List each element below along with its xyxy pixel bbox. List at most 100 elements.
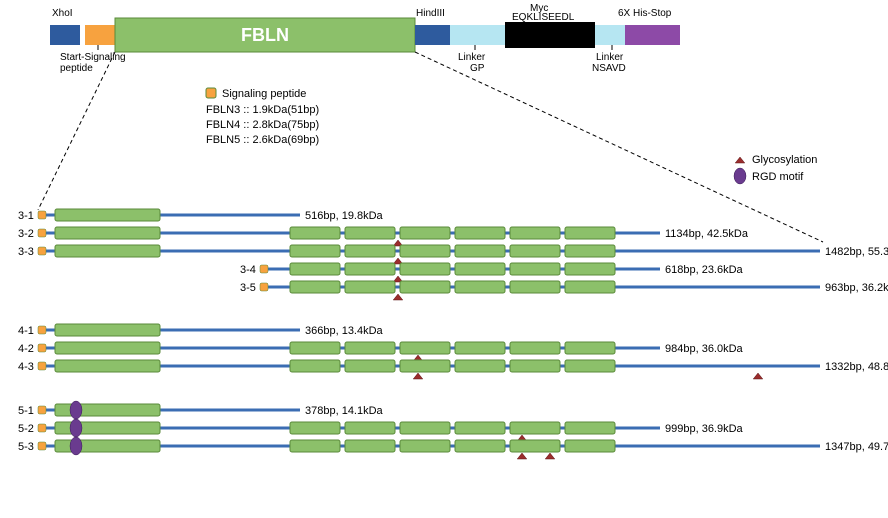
domain-box (55, 209, 160, 221)
svg-text:1347bp, 49.7kDa: 1347bp, 49.7kDa (825, 441, 888, 453)
svg-text:366bp, 13.4kDa: 366bp, 13.4kDa (305, 325, 384, 337)
svg-text:6X His-Stop: 6X His-Stop (618, 8, 672, 19)
domain-box (400, 263, 450, 275)
svg-text:5-3: 5-3 (18, 441, 34, 453)
linker1-block (450, 25, 505, 45)
domain-box (400, 227, 450, 239)
domain-box (400, 245, 450, 257)
svg-text:Signaling peptide: Signaling peptide (222, 88, 306, 100)
sp-marker (260, 283, 268, 291)
svg-text:Linker: Linker (596, 52, 624, 63)
domain-box (510, 281, 560, 293)
domain-box (345, 440, 395, 452)
domain-box (345, 422, 395, 434)
domain-box (290, 263, 340, 275)
domain-box (345, 263, 395, 275)
svg-text:5-1: 5-1 (18, 405, 34, 417)
xhoI-block (50, 25, 80, 45)
domain-box (565, 342, 615, 354)
domain-box (400, 422, 450, 434)
svg-text:999bp, 36.9kDa: 999bp, 36.9kDa (665, 423, 744, 435)
domain-box (290, 440, 340, 452)
domain-box (565, 281, 615, 293)
domain-box (290, 281, 340, 293)
domain-box (345, 342, 395, 354)
sp-marker (38, 344, 46, 352)
domain-box (290, 227, 340, 239)
glycosylation-marker (517, 453, 527, 459)
svg-text:3-1: 3-1 (18, 210, 34, 222)
sp-marker (38, 362, 46, 370)
domain-box (510, 227, 560, 239)
domain-box (400, 342, 450, 354)
domain-box (455, 422, 505, 434)
domain-box (55, 342, 160, 354)
sp-marker (38, 229, 46, 237)
domain-box (400, 281, 450, 293)
svg-text:FBLN5 :: 2.6kDa(69bp): FBLN5 :: 2.6kDa(69bp) (206, 134, 319, 146)
svg-text:3-4: 3-4 (240, 264, 256, 276)
domain-box (290, 422, 340, 434)
sp-marker (38, 211, 46, 219)
hindIII-block (415, 25, 450, 45)
svg-text:963bp, 36.2kDa: 963bp, 36.2kDa (825, 282, 888, 294)
domain-box (510, 440, 560, 452)
rgd-motif-marker (70, 401, 82, 419)
svg-text:3-3: 3-3 (18, 246, 34, 258)
domain-box (400, 360, 450, 372)
svg-text:FBLN3 :: 1.9kDa(51bp): FBLN3 :: 1.9kDa(51bp) (206, 104, 319, 116)
domain-box (55, 227, 160, 239)
domain-box (455, 263, 505, 275)
svg-text:Glycosylation: Glycosylation (752, 154, 817, 166)
svg-text:4-2: 4-2 (18, 343, 34, 355)
domain-box (290, 360, 340, 372)
sp-marker (38, 247, 46, 255)
domain-box (55, 360, 160, 372)
svg-text:RGD motif: RGD motif (752, 171, 804, 183)
svg-text:516bp, 19.8kDa: 516bp, 19.8kDa (305, 210, 384, 222)
svg-text:378bp, 14.1kDa: 378bp, 14.1kDa (305, 405, 384, 417)
svg-text:Start-Signaling: Start-Signaling (60, 52, 126, 63)
linker2-block (595, 25, 625, 45)
svg-text:EQKLISEEDL: EQKLISEEDL (512, 12, 575, 23)
sp-marker (38, 326, 46, 334)
svg-text:GP: GP (470, 63, 485, 74)
domain-box (510, 360, 560, 372)
rgd-motif-marker (70, 419, 82, 437)
rgd-motif-marker (734, 168, 746, 184)
svg-text:HindIII: HindIII (416, 8, 445, 19)
fbln-label: FBLN (241, 25, 289, 45)
svg-text:XhoI: XhoI (52, 8, 73, 19)
domain-box (510, 342, 560, 354)
domain-box (455, 281, 505, 293)
glycosylation-marker (413, 373, 423, 379)
sp-block (85, 25, 115, 45)
domain-box (510, 422, 560, 434)
domain-box (455, 227, 505, 239)
svg-text:3-2: 3-2 (18, 228, 34, 240)
svg-text:618bp, 23.6kDa: 618bp, 23.6kDa (665, 264, 744, 276)
svg-text:1482bp, 55.3kDa: 1482bp, 55.3kDa (825, 246, 888, 258)
domain-box (345, 245, 395, 257)
domain-box (345, 360, 395, 372)
domain-box (455, 342, 505, 354)
svg-text:4-3: 4-3 (18, 361, 34, 373)
sp-marker (260, 265, 268, 273)
domain-box (565, 440, 615, 452)
sp-marker (38, 406, 46, 414)
myc-block (505, 22, 595, 48)
domain-box (55, 324, 160, 336)
glycosylation-marker (753, 373, 763, 379)
domain-box (345, 227, 395, 239)
domain-box (565, 360, 615, 372)
domain-box (455, 360, 505, 372)
his-block (625, 25, 680, 45)
sp-marker (38, 442, 46, 450)
svg-text:984bp, 36.0kDa: 984bp, 36.0kDa (665, 343, 744, 355)
domain-box (565, 227, 615, 239)
glycosylation-marker (545, 453, 555, 459)
domain-box (290, 342, 340, 354)
domain-box (565, 263, 615, 275)
sp-marker (38, 424, 46, 432)
domain-box (290, 245, 340, 257)
